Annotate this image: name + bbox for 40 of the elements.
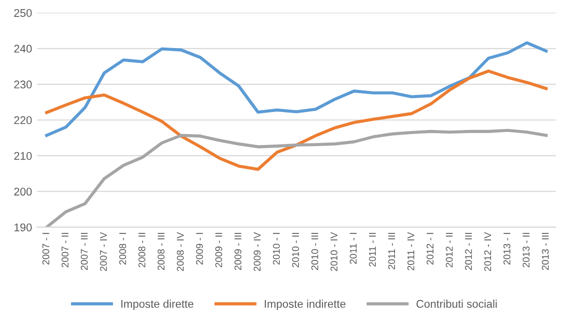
line-series [45, 70, 548, 171]
line-series [45, 128, 548, 228]
x-tick-label: 2007 - II [62, 232, 68, 268]
x-tick-label: 2011 - IV [407, 232, 414, 270]
x-tick-label: 2009 - III [234, 232, 242, 270]
y-tick-label: 250 [14, 9, 32, 17]
y-tick-label: 200 [14, 188, 32, 196]
x-tick-label: 2010 - I [272, 232, 280, 265]
y-tick-label: 210 [14, 152, 32, 160]
x-tick-label: 2009 - II [215, 232, 222, 268]
x-tick-label: 2008 - IV [176, 232, 184, 272]
x-tick-label: 2008 - I [119, 232, 126, 265]
x-tick-label: 2011 - III [388, 232, 396, 270]
legend-label: Imposte dirette [121, 300, 194, 310]
y-tick-label: 240 [14, 44, 32, 53]
x-tick-label: 2012 - III [465, 232, 472, 270]
x-tick-label: 2009 - I [196, 232, 203, 265]
x-tick-label: 2013 - II [522, 232, 530, 268]
legend-label: Contributi sociali [416, 300, 497, 308]
x-tick-label: 2013 - I [503, 232, 510, 265]
x-tick-label: 2012 - I [426, 232, 434, 265]
legend-label: Imposte indirette [264, 300, 346, 310]
x-tick-label: 2008 - III [158, 232, 165, 270]
x-tick-label: 2011 - I [350, 232, 357, 264]
x-tick-label: 2012 - IV [484, 232, 492, 272]
y-tick-label: 220 [14, 116, 32, 124]
x-tick-label: 2010 - II [292, 232, 300, 268]
x-tick-label: 2011 - II [368, 232, 376, 267]
y-tick-label: 230 [14, 80, 32, 88]
line-series [45, 41, 548, 137]
x-tick-label: 2012 - II [446, 232, 453, 268]
x-tick-label: 2007 - IV [100, 232, 107, 272]
x-tick-label: 2007 - I [42, 232, 50, 265]
x-tick-label: 2009 - IV [254, 232, 261, 272]
x-tick-label: 2007 - III [80, 232, 88, 270]
y-tick-label: 190 [14, 223, 32, 232]
x-tick-label: 2008 - II [138, 232, 146, 268]
x-tick-label: 2010 - III [311, 232, 318, 270]
x-tick-label: 2013 - III [542, 232, 549, 270]
x-tick-label: 2010 - IV [330, 232, 338, 272]
